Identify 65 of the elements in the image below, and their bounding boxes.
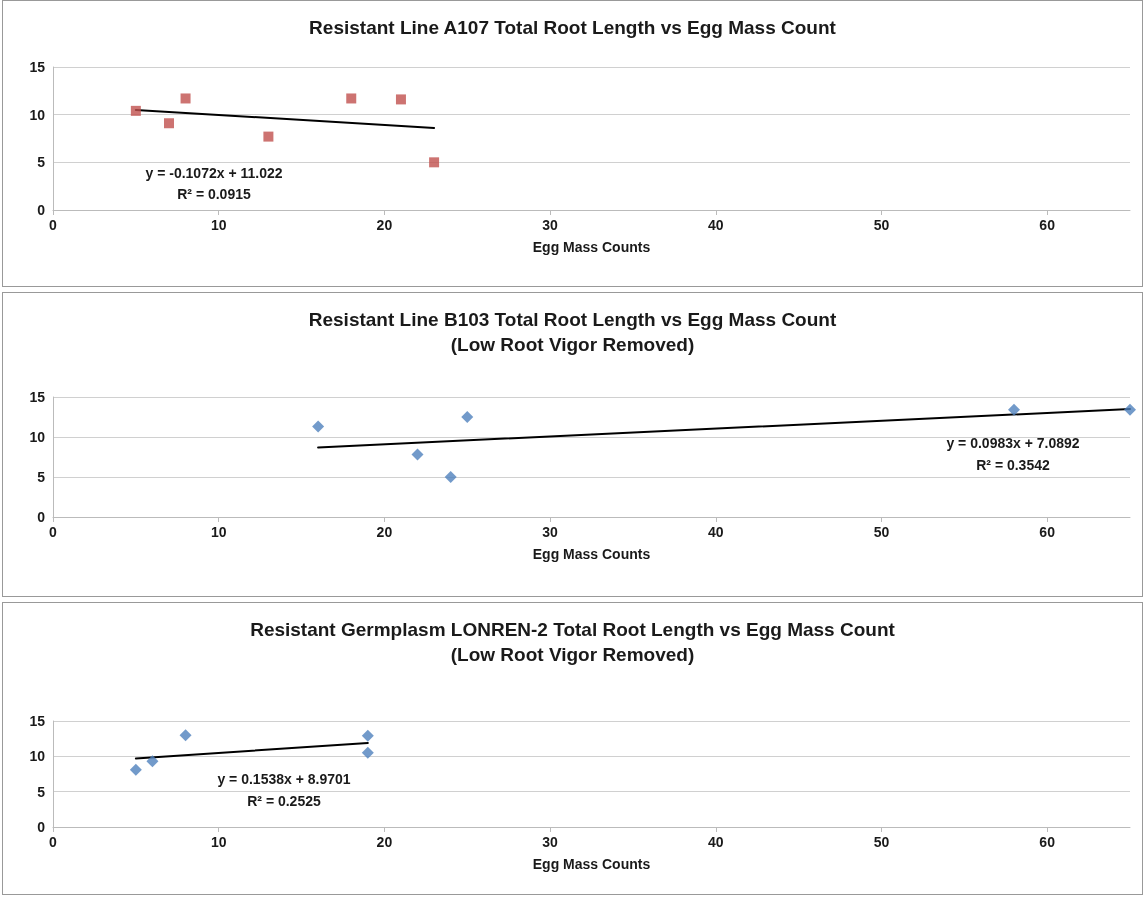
y-tick-label: 5 (37, 783, 46, 800)
point (180, 93, 191, 104)
point (361, 729, 374, 742)
chart-subtitle: (Low Root Vigor Removed) (450, 644, 695, 665)
chart-title: Resistant Line A107 Total Root Length vs Egg Mass Count (309, 17, 837, 38)
point (130, 105, 141, 116)
x-tick-label: 50 (873, 834, 890, 850)
x-tick-label: 0 (49, 834, 58, 850)
x-tick-label: 30 (542, 217, 559, 233)
point (346, 93, 357, 104)
x-tick-label: 20 (376, 217, 393, 233)
point (129, 763, 142, 776)
x-axis-title: Egg Mass Counts (532, 856, 651, 872)
x-tick-label: 60 (1039, 217, 1056, 233)
point (179, 729, 192, 742)
point (429, 157, 440, 168)
point (263, 131, 274, 142)
x-tick-label: 40 (707, 524, 724, 540)
y-tick-label: 10 (29, 429, 46, 445)
point (1124, 403, 1136, 416)
point (146, 755, 159, 768)
x-tick-label: 40 (707, 834, 724, 850)
x-tick-label: 0 (49, 217, 58, 233)
x-axis-title: Egg Mass Counts (532, 546, 651, 562)
point (444, 471, 457, 483)
y-tick-label: 15 (29, 389, 46, 405)
x-tick-label: 20 (376, 834, 393, 850)
point (461, 411, 474, 423)
x-tick-label: 10 (210, 217, 227, 233)
annotation: R² = 0.0915 (177, 186, 251, 202)
point (411, 448, 424, 461)
point (395, 94, 406, 105)
annotation: y = 0.0983x + 7.0892 (946, 435, 1080, 451)
annotation: R² = 0.3542 (976, 457, 1050, 473)
x-tick-label: 10 (210, 834, 227, 850)
x-tick-label: 50 (873, 217, 890, 233)
x-tick-label: 20 (376, 524, 393, 540)
point (163, 118, 174, 129)
chart-subtitle: (Low Root Vigor Removed) (450, 334, 695, 355)
y-tick-label: 15 (29, 713, 46, 729)
y-tick-label: 15 (29, 59, 46, 75)
chart-title: Resistant Line B103 Total Root Length vs Egg Mass Count (308, 309, 837, 330)
x-tick-label: 50 (873, 524, 890, 540)
x-tick-label: 30 (542, 834, 559, 850)
y-tick-label: 5 (37, 469, 46, 485)
x-tick-label: 0 (49, 524, 58, 540)
y-tick-label: 5 (37, 154, 46, 171)
x-tick-label: 10 (210, 524, 227, 540)
chart-title: Resistant Germplasm LONREN-2 Total Root Length vs Egg Mass Count (250, 619, 896, 640)
point (312, 420, 325, 433)
y-tick-label: 0 (37, 509, 46, 525)
point (361, 746, 374, 759)
x-tick-label: 30 (542, 524, 559, 540)
x-tick-label: 60 (1039, 834, 1056, 850)
x-axis-title: Egg Mass Counts (532, 239, 651, 255)
y-tick-label: 10 (29, 748, 46, 765)
y-tick-label: 0 (37, 819, 46, 835)
y-tick-label: 10 (29, 106, 46, 123)
annotation: R² = 0.2525 (247, 793, 321, 809)
point (1008, 403, 1021, 416)
x-tick-label: 60 (1039, 524, 1056, 540)
annotation: y = -0.1072x + 11.022 (145, 165, 283, 181)
annotation: y = 0.1538x + 8.9701 (217, 771, 351, 787)
x-tick-label: 40 (707, 217, 724, 233)
y-tick-label: 0 (37, 202, 46, 218)
